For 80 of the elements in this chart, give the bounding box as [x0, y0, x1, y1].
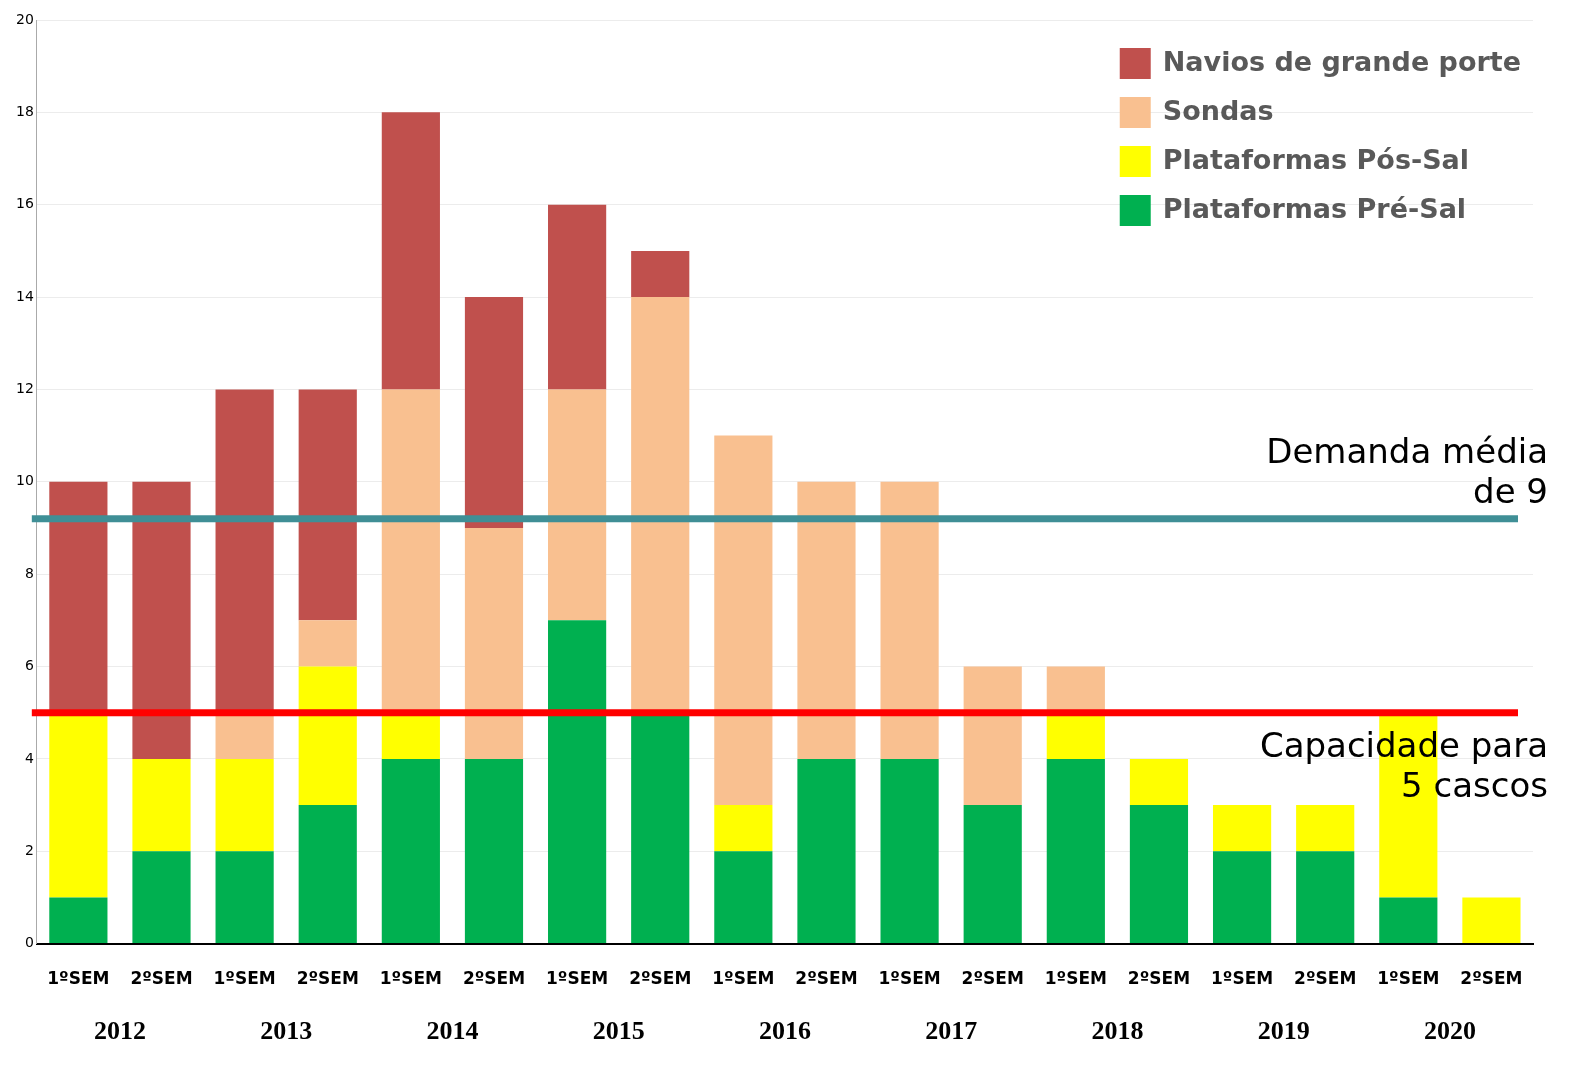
x-tick-label: 2ºSEM [1460, 968, 1523, 989]
y-tick-label: 0 [24, 934, 34, 951]
text: 2020 [1423, 1015, 1476, 1045]
bar [1212, 851, 1272, 944]
bar [714, 435, 773, 806]
bar [381, 758, 440, 944]
x-tick-label: 1ºSEM [1210, 968, 1274, 989]
bar [963, 805, 1022, 944]
bar [548, 204, 607, 390]
bar [1379, 897, 1438, 944]
bar [464, 297, 524, 528]
y-tick-label: 14 [15, 287, 34, 304]
x-tick-label: 1ºSEM [546, 968, 609, 989]
legend-label: Sondas [1162, 95, 1274, 127]
text: 2018 [1091, 1015, 1144, 1045]
text: 2017 [925, 1015, 978, 1045]
legend-label: Navios de grande porte [1162, 46, 1521, 78]
bar [298, 620, 357, 667]
bar [1046, 758, 1105, 944]
y-tick-label: 4 [24, 749, 34, 766]
y-tick-label: 16 [15, 195, 34, 212]
x-tick-label: 1ºSEM [213, 968, 276, 989]
x-tick-label: 1ºSEM [712, 968, 775, 989]
x-tick-label: 2ºSEM [1127, 968, 1191, 989]
bar [1129, 805, 1189, 944]
bar [880, 481, 939, 759]
x-tick-label: 2ºSEM [961, 968, 1024, 989]
x-tick-label: 1ºSEM [878, 968, 941, 989]
x-tick-label: 2ºSEM [629, 968, 692, 989]
bar [714, 851, 773, 944]
y-tick-label: 8 [24, 564, 34, 581]
x-tick-label: 2ºSEM [462, 968, 526, 989]
bar [381, 112, 440, 390]
text: 2012 [93, 1015, 146, 1045]
x-tick-label: 1ºSEM [1044, 968, 1107, 989]
bar [714, 805, 773, 852]
text: 2016 [758, 1015, 811, 1045]
bar [215, 851, 274, 944]
bar [631, 250, 690, 298]
y-tick-label: 12 [15, 380, 34, 397]
bar [464, 758, 524, 944]
bar [298, 805, 357, 944]
bar [464, 527, 524, 759]
bar [1129, 758, 1189, 806]
x-tick-label: 1ºSEM [1377, 968, 1440, 989]
y-tick-label: 6 [24, 657, 34, 674]
x-tick-label: 2ºSEM [795, 968, 858, 989]
bar [963, 666, 1022, 806]
bar [548, 389, 607, 621]
legend-label: Plataformas Pré-Sal [1162, 193, 1467, 225]
bar [1296, 805, 1355, 852]
bar [548, 620, 607, 944]
bar [132, 758, 191, 852]
bar [132, 851, 191, 944]
x-tick-label: 2ºSEM [1294, 968, 1357, 989]
ref-line-label: Demanda média de 9 [1266, 430, 1548, 511]
bar [1296, 851, 1355, 944]
bar [797, 481, 856, 759]
x-tick-label: 2ºSEM [296, 968, 359, 989]
y-tick-label: 18 [15, 103, 34, 119]
text: 2014 [426, 1015, 479, 1045]
bar [797, 758, 856, 944]
bar [298, 389, 357, 621]
text: 2019 [1257, 1015, 1310, 1045]
y-tick-label: 10 [15, 472, 34, 489]
x-tick-label: 2ºSEM [130, 968, 193, 989]
x-tick-label: 1ºSEM [47, 968, 110, 989]
bar [132, 481, 191, 759]
bar [1462, 897, 1521, 944]
bar [215, 758, 274, 852]
y-tick-label: 2 [24, 841, 34, 858]
text: 2015 [592, 1015, 645, 1045]
bar [880, 758, 939, 944]
x-tick-label: 1ºSEM [379, 968, 442, 989]
bar [1212, 805, 1272, 852]
bar [49, 897, 108, 944]
bar [298, 666, 357, 806]
y-tick-label: 20 [15, 10, 34, 27]
legend-label: Plataformas Pós-Sal [1162, 144, 1470, 176]
text: 2013 [260, 1015, 313, 1045]
